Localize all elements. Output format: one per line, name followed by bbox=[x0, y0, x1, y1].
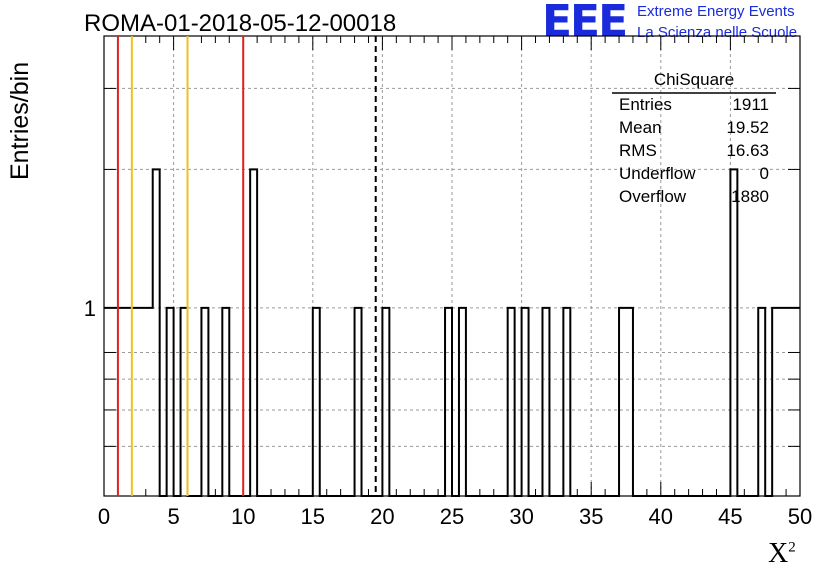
x-tick-label: 35 bbox=[579, 504, 603, 529]
stats-value: 1911 bbox=[732, 95, 769, 114]
stats-label: Overflow bbox=[619, 187, 687, 206]
x-tick-label: 0 bbox=[98, 504, 110, 529]
x-axis-label-text: X bbox=[768, 538, 789, 569]
x-tick-label: 10 bbox=[231, 504, 255, 529]
stats-value: 0 bbox=[760, 164, 769, 183]
histogram-bin bbox=[153, 169, 160, 496]
histogram-bin bbox=[111, 308, 118, 496]
histogram-bin bbox=[522, 308, 529, 496]
histogram-bin bbox=[793, 308, 800, 496]
x-tick-label: 50 bbox=[788, 504, 812, 529]
histogram-bin bbox=[250, 169, 257, 496]
histogram-bin bbox=[542, 308, 549, 496]
x-tick-label: 40 bbox=[649, 504, 673, 529]
histogram-outline bbox=[104, 168, 800, 497]
histogram-bin bbox=[619, 308, 626, 496]
stats-label: Mean bbox=[619, 118, 662, 137]
logo-line-2: La Scienza nelle Scuole bbox=[637, 24, 798, 41]
histogram-bin bbox=[118, 308, 125, 496]
histogram-bin bbox=[382, 308, 389, 496]
histogram-bin bbox=[730, 169, 737, 496]
histogram-bin bbox=[139, 308, 146, 496]
histogram-bin bbox=[758, 308, 765, 496]
stats-value: 16.63 bbox=[726, 141, 769, 160]
histogram-bin bbox=[459, 308, 466, 496]
histogram-bin bbox=[313, 308, 320, 496]
x-tick-label: 20 bbox=[370, 504, 394, 529]
x-axis-label-sup: 2 bbox=[788, 539, 796, 556]
stats-value: 1880 bbox=[731, 187, 769, 206]
histogram-bin bbox=[104, 308, 111, 496]
x-tick-label: 5 bbox=[167, 504, 179, 529]
x-axis-label: X2 bbox=[768, 538, 796, 570]
histogram-bin bbox=[779, 308, 786, 496]
stats-label: RMS bbox=[619, 141, 657, 160]
stats-label: Entries bbox=[619, 95, 672, 114]
histogram-bin bbox=[181, 308, 188, 496]
chart-title: ROMA-01-2018-05-12-00018 bbox=[84, 10, 397, 37]
histogram-bin bbox=[445, 308, 452, 496]
histogram-bin bbox=[626, 308, 633, 496]
histogram-bin bbox=[786, 308, 793, 496]
histogram-bin bbox=[222, 308, 229, 496]
histogram-bin bbox=[201, 308, 208, 496]
logo-line-1: Extreme Energy Events bbox=[637, 3, 795, 20]
stats-value: 19.52 bbox=[726, 118, 769, 137]
histogram-bin bbox=[125, 308, 132, 496]
x-tick-label: 15 bbox=[301, 504, 325, 529]
histogram-bin bbox=[132, 308, 139, 496]
x-tick-label: 25 bbox=[440, 504, 464, 529]
histogram-bin bbox=[146, 308, 153, 496]
y-tick-label: 1 bbox=[84, 296, 96, 321]
histogram-bin bbox=[772, 308, 779, 496]
stats-label: Underflow bbox=[619, 164, 696, 183]
histogram-bin bbox=[355, 308, 362, 496]
x-tick-label: 30 bbox=[509, 504, 533, 529]
histogram-bin bbox=[508, 308, 515, 496]
stats-title: ChiSquare bbox=[654, 70, 734, 89]
histogram-bin bbox=[563, 308, 570, 496]
histogram-bin bbox=[167, 308, 174, 496]
x-tick-label: 45 bbox=[718, 504, 742, 529]
